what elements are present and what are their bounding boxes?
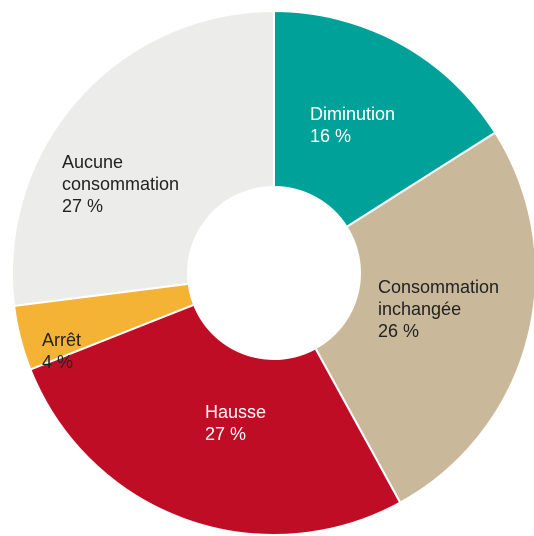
value-label: 16 %	[310, 126, 352, 146]
slice-label: Hausse 27 %	[205, 401, 355, 445]
category-label: Hausse	[205, 402, 267, 422]
slice-label: Aucune consommation 27 %	[62, 151, 192, 217]
slice	[29, 303, 402, 536]
slice	[273, 9, 497, 229]
value-label: 26 %	[378, 321, 420, 341]
slice-label: Arrêt 4 %	[42, 329, 132, 373]
category-label: Aucune consommation	[62, 152, 180, 194]
slice-label: Diminution 16 %	[310, 103, 510, 147]
category-label: Arrêt	[42, 330, 82, 350]
slice	[11, 9, 275, 307]
slice-label: Consommation inchangée 26 %	[378, 276, 528, 342]
value-label: 27 %	[205, 424, 247, 444]
value-label: 27 %	[62, 196, 104, 216]
value-label: 4 %	[42, 352, 74, 372]
category-label: Consommation inchangée	[378, 277, 500, 319]
category-label: Diminution	[310, 104, 396, 124]
